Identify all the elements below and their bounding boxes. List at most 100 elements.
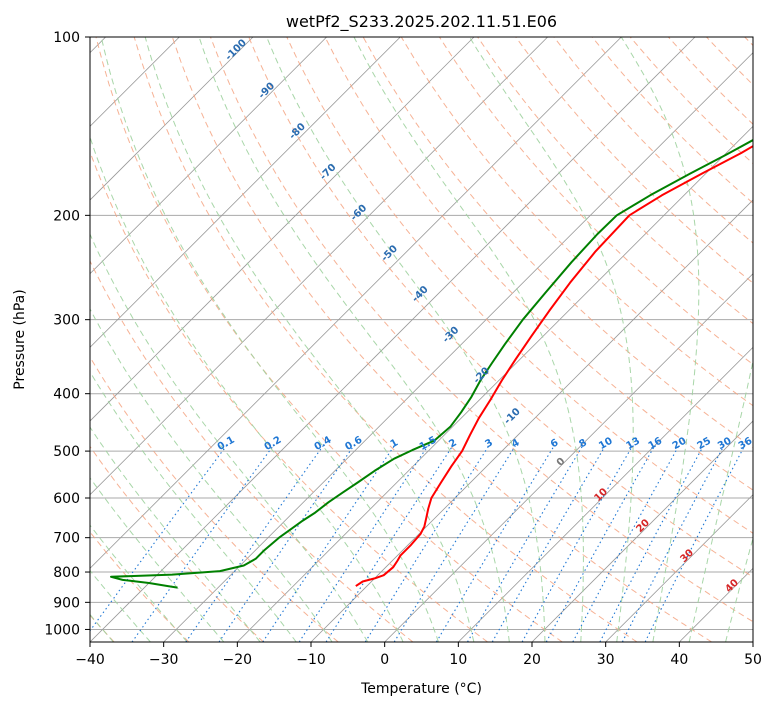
dry-adiabat-line [210,37,753,623]
dry-adiabat-line [90,259,414,642]
isotherm-line [90,37,475,422]
y-tick-label: 400 [53,387,80,403]
mixing-ratio-line [262,445,395,642]
moist-adiabat-line [100,37,439,642]
dry-adiabat-label: -70 [318,162,339,183]
dry-adiabat-line [324,37,753,491]
dewpoint-profile-line [110,138,753,589]
isotherm-line [163,52,753,642]
y-tick-label: 600 [53,491,80,507]
isotherm-line [90,37,254,201]
dry-adiabat-line [248,37,753,578]
x-axis-label: Temperature (°C) [360,681,482,697]
x-tick-label: −20 [223,652,253,668]
moist-adiabat-line [90,569,151,642]
mixing-ratio-label: 3 [483,437,495,450]
mixing-ratio-label: 13 [624,436,642,453]
y-tick-label: 300 [53,313,80,329]
mixing-ratio-line [325,445,454,642]
moist-adiabat-label: 10 [592,486,610,504]
isotherm-line [531,420,753,642]
dry-adiabat-line [553,37,753,244]
isotherm-line [90,37,696,642]
moist-adiabat-line [144,37,475,642]
mixing-ratio-line [364,445,490,642]
x-tick-label: 40 [670,652,688,668]
mixing-ratio-label: 4 [510,437,522,450]
x-tick-label: 30 [597,652,615,668]
y-tick-label: 500 [53,444,80,460]
dry-adiabat-line [286,37,753,534]
isotherm-line [458,346,753,642]
mixing-ratio-label: 8 [577,437,589,450]
mixing-ratio-line [393,445,516,642]
moist-adiabat-line [90,426,261,642]
mixing-ratio-line [185,445,324,642]
y-tick-label: 800 [53,565,80,581]
moist-adiabat-line [90,308,333,642]
isotherm-line [679,567,753,642]
x-tick-label: −40 [75,652,105,668]
dry-adiabat-line [90,445,264,642]
dry-adiabat-label: -30 [441,325,462,346]
y-tick-label: 900 [53,595,80,611]
dry-adiabat-label: -40 [410,284,431,305]
dry-adiabat-label: -10 [502,406,523,427]
x-tick-label: 20 [523,652,541,668]
mixing-ratio-line [298,445,429,642]
dry-adiabat-label: -60 [349,203,370,224]
mixing-ratio-line [491,445,606,642]
moist-adiabat-line [688,358,753,642]
moist-adiabat-line [469,37,634,642]
isotherm-line [384,273,753,642]
mixing-ratio-label: 1.5 [418,435,439,453]
dry-adiabat-line [515,37,753,284]
isoline-labels: 0.1 0.2 0.4 0.6 1 1.5 2 3 4 6 8 10 13 16 20 25 30 36-100-… [216,37,755,595]
moist-adiabat-line [198,37,510,642]
isotherm-line [752,641,753,642]
dry-adiabat-line [90,356,339,642]
dry-adiabat-label: -80 [287,121,308,142]
mixing-ratio-label: 20 [671,436,689,453]
mixing-ratio-label: 0.1 [216,435,237,453]
mixing-ratio-line [644,445,746,642]
x-axis: −40 −30 −20 −10 0 10 20 30 40 50 [75,642,762,668]
mixing-ratio-label: 6 [549,437,561,450]
moist-adiabat-line [90,524,188,642]
moist-adiabat-line [725,536,753,642]
moist-adiabat-line [90,135,404,642]
dry-adiabat-label: -90 [257,81,278,102]
moist-adiabat-label: 20 [634,517,652,535]
y-axis: 100 200 300 400 500 600 700 800 900 1000 [44,30,90,638]
y-tick-label: 1000 [44,622,80,638]
x-tick-label: −10 [296,652,326,668]
x-tick-label: 0 [380,652,389,668]
moist-adiabat-line [620,37,700,642]
dry-adiabat-line [706,37,753,86]
chart-title: wetPf2_S233.2025.202.11.51.E06 [286,12,557,32]
mixing-ratio-line [90,445,227,632]
dry-adiabat-line [133,37,638,642]
temperature-profile-line [355,144,753,587]
moist-adiabat-line [353,37,584,642]
y-tick-label: 200 [53,208,80,224]
background-grid [90,37,753,642]
moist-adiabat-line [90,232,369,642]
y-tick-label: 700 [53,531,80,547]
y-tick-label: 100 [53,30,80,46]
x-tick-label: 10 [449,652,467,668]
mixing-ratio-line [435,445,555,642]
moist-adiabat-label: 0 [555,456,568,469]
mixing-ratio-label: 25 [696,436,714,453]
plot-frame [89,36,754,643]
dry-adiabat-line [90,150,488,642]
mixing-ratio-line [572,445,680,642]
mixing-ratio-label: 1 [389,437,401,450]
mixing-ratio-label: 10 [597,436,615,453]
isotherm-line [605,494,753,642]
isotherm-line [90,37,327,275]
mixing-ratio-label: 0.6 [343,435,364,453]
series-layer [110,138,753,589]
mixing-ratio-line [545,445,656,642]
isotherm-line [90,37,548,496]
